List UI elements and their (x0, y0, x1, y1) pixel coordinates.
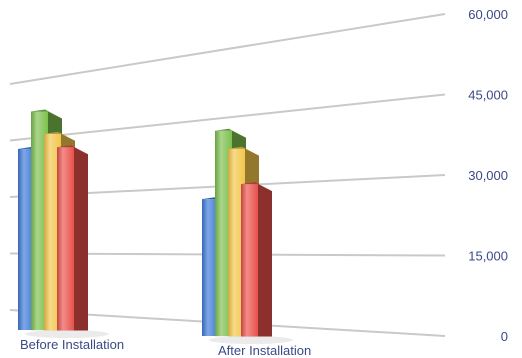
x-category-label: Before Installation (20, 337, 124, 352)
y-tick-label: 30,000 (468, 168, 508, 183)
bar-shadow (25, 330, 109, 338)
bar-shadow (209, 336, 293, 344)
gridline (9, 13, 446, 85)
y-tick-label: 15,000 (468, 249, 508, 264)
gridline (9, 93, 446, 142)
y-tick-label: 60,000 (468, 7, 508, 22)
bars-group (18, 109, 293, 344)
y-tick-label: 45,000 (468, 88, 508, 103)
x-category-label: After Installation (218, 343, 311, 358)
x-axis-labels: Before Installation After Installation (20, 337, 311, 358)
y-tick-label: 0 (501, 329, 508, 344)
bar (241, 182, 272, 337)
y-axis-ticks: 0 15,000 30,000 45,000 60,000 (468, 7, 508, 344)
bar (57, 145, 88, 331)
